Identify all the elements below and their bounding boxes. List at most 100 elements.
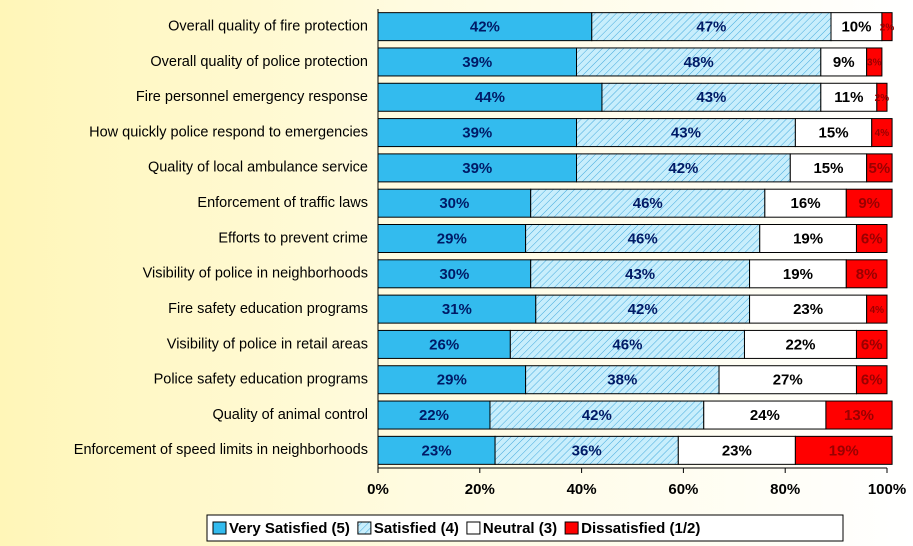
data-label: 29%	[437, 372, 467, 389]
bar-segment	[703, 400, 827, 430]
bar-segment	[866, 47, 883, 77]
data-label: 15%	[813, 160, 843, 177]
x-tick-label: 60%	[668, 481, 698, 498]
bar-segment	[377, 118, 578, 148]
bar-segment	[489, 400, 705, 430]
legend-swatch	[357, 521, 372, 535]
data-label: 9%	[858, 195, 880, 212]
legend-label: Neutral (3)	[483, 520, 557, 537]
category-label: Overall quality of police protection	[150, 54, 368, 70]
bar-segment	[871, 118, 893, 148]
data-label: 30%	[439, 195, 469, 212]
x-tick-label: 100%	[868, 481, 906, 498]
data-label: 36%	[572, 442, 602, 459]
bar-segment	[820, 82, 878, 112]
bar-segment	[855, 365, 888, 395]
bar-segment	[881, 12, 893, 42]
bar-segment	[530, 188, 766, 218]
legend-swatch	[466, 521, 481, 535]
data-label: 23%	[422, 442, 452, 459]
data-label: 2%	[880, 22, 895, 33]
data-label: 22%	[785, 336, 815, 353]
bar-segment	[866, 153, 893, 183]
data-label: 9%	[833, 54, 855, 71]
data-label: 4%	[870, 305, 885, 316]
category-label: Police safety education programs	[154, 372, 368, 388]
data-label: 26%	[429, 336, 459, 353]
category-label: Enforcement of traffic laws	[197, 195, 368, 211]
legend-box	[206, 514, 844, 542]
category-label: Quality of animal control	[212, 407, 368, 423]
bar-segment	[677, 435, 796, 465]
data-label: 19%	[793, 230, 823, 247]
bar-segment	[794, 435, 893, 465]
data-label: 16%	[791, 195, 821, 212]
data-label: 42%	[582, 407, 612, 424]
bar-segment	[855, 224, 888, 253]
data-label: 24%	[750, 407, 780, 424]
data-label: 8%	[856, 266, 878, 283]
bar-segment	[377, 12, 593, 42]
data-label: 42%	[668, 160, 698, 177]
legend-swatch	[564, 521, 579, 535]
bar-segment	[825, 400, 893, 430]
category-label: Enforcement of speed limits in neighborh…	[74, 442, 368, 458]
bar-segment	[576, 153, 791, 183]
data-label: 39%	[462, 125, 492, 142]
bar-segment	[876, 82, 888, 112]
data-label: 47%	[696, 19, 726, 36]
data-label: 31%	[442, 301, 472, 318]
data-label: 13%	[844, 407, 874, 424]
data-label: 42%	[470, 19, 500, 36]
data-label: 30%	[439, 266, 469, 283]
bar-segment	[845, 259, 888, 289]
data-label: 43%	[671, 125, 701, 142]
data-label: 22%	[419, 407, 449, 424]
x-tick-label: 80%	[770, 481, 800, 498]
bar-segment	[535, 294, 751, 324]
bar-segment	[764, 188, 847, 218]
data-label: 2%	[875, 93, 890, 104]
bar-segment	[759, 224, 857, 253]
bar-segment	[749, 259, 847, 289]
x-tick-label: 20%	[465, 481, 495, 498]
bar-segment	[377, 188, 532, 218]
bar-segment	[591, 12, 832, 42]
category-label: Efforts to prevent crime	[218, 230, 368, 246]
category-label: Visibility of police in neighborhoods	[143, 266, 368, 282]
data-label: 46%	[633, 195, 663, 212]
data-label: 23%	[722, 442, 752, 459]
data-label: 5%	[869, 160, 891, 177]
bar-segment	[866, 294, 888, 324]
bar-segment	[377, 400, 491, 430]
bar-segment	[377, 47, 578, 77]
data-label: 6%	[861, 336, 883, 353]
bar-segment	[601, 82, 822, 112]
category-label: Quality of local ambulance service	[148, 160, 368, 176]
category-label: How quickly police respond to emergencie…	[89, 124, 368, 140]
data-label: 43%	[625, 266, 655, 283]
data-label: 39%	[462, 54, 492, 71]
data-label: 6%	[861, 230, 883, 247]
bar-segment	[377, 435, 496, 465]
category-label: Visibility of police in retail areas	[167, 336, 368, 352]
data-label: 38%	[607, 372, 637, 389]
data-label: 43%	[696, 89, 726, 106]
data-label: 4%	[875, 128, 890, 139]
data-label: 19%	[783, 266, 813, 283]
bar-segment	[377, 82, 603, 112]
bar-segment	[377, 224, 527, 253]
data-label: 46%	[612, 336, 642, 353]
legend-label: Very Satisfied (5)	[229, 520, 350, 537]
data-label: 42%	[628, 301, 658, 318]
bar-segment	[794, 118, 873, 148]
bar-segment	[789, 153, 868, 183]
data-label: 6%	[861, 372, 883, 389]
data-label: 48%	[684, 54, 714, 71]
data-label: 19%	[829, 442, 859, 459]
bar-segment	[749, 294, 868, 324]
data-label: 23%	[793, 301, 823, 318]
bar-segment	[509, 329, 745, 359]
bar-segment	[494, 435, 679, 465]
